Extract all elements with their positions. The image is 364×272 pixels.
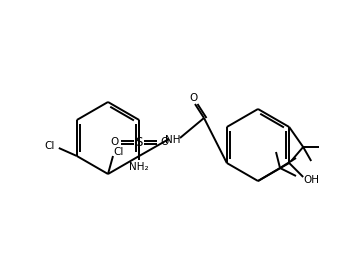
Text: Cl: Cl xyxy=(45,141,55,151)
Text: NH₂: NH₂ xyxy=(129,162,149,172)
Text: O: O xyxy=(160,137,168,147)
Text: Cl: Cl xyxy=(114,147,124,157)
Text: OH: OH xyxy=(303,175,319,185)
Text: S: S xyxy=(135,135,143,149)
Text: O: O xyxy=(189,93,197,103)
Text: NH: NH xyxy=(165,135,181,145)
Text: O: O xyxy=(110,137,118,147)
